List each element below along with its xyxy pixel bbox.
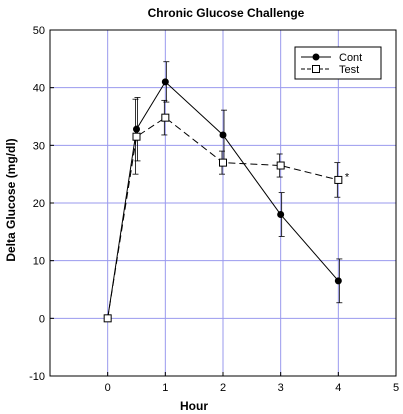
y-tick-label: 0	[39, 313, 45, 325]
legend-marker	[312, 65, 320, 73]
chart-title: Chronic Glucose Challenge	[148, 6, 305, 20]
series-test	[103, 98, 343, 323]
y-tick-label: 20	[33, 198, 45, 210]
data-point	[334, 175, 343, 184]
data-point	[161, 113, 170, 122]
series-line-cont	[107, 81, 339, 319]
y-axis: -10 0 10 20 30 40 50	[29, 25, 54, 383]
x-tick-label: 5	[393, 382, 399, 394]
data-point	[219, 158, 227, 167]
y-tick-label: 30	[33, 140, 45, 152]
annotation-asterisk: *	[345, 171, 350, 183]
x-tick-label: 0	[105, 382, 111, 394]
legend-label: Cont	[339, 52, 362, 64]
data-point	[103, 314, 112, 323]
data-point	[133, 125, 140, 133]
x-tick-label: 4	[335, 382, 341, 394]
data-point	[132, 132, 141, 141]
legend-label: Test	[339, 64, 359, 76]
x-axis-title: Hour	[180, 399, 208, 413]
y-tick-label: 50	[33, 25, 45, 37]
data-point	[219, 131, 227, 139]
y-axis-title: Delta Glucose (mg/dl)	[4, 138, 18, 261]
data-point	[276, 161, 285, 170]
y-tick-label: 10	[33, 256, 45, 268]
x-tick-label: 1	[162, 382, 168, 394]
series-line-test	[107, 117, 339, 319]
legend-marker	[312, 53, 320, 61]
legend-box	[294, 46, 382, 80]
y-tick-label: 40	[33, 83, 45, 95]
x-tick-label: 3	[278, 382, 284, 394]
x-axis: 0 1 2 3 4 5	[105, 372, 399, 394]
data-point	[161, 78, 169, 86]
y-tick-label: -10	[29, 371, 45, 383]
series-layer	[103, 61, 343, 323]
data-point	[334, 277, 342, 285]
x-tick-label: 2	[220, 382, 226, 394]
grid	[49, 29, 397, 377]
data-point	[277, 211, 285, 219]
annotations: *	[345, 171, 350, 183]
